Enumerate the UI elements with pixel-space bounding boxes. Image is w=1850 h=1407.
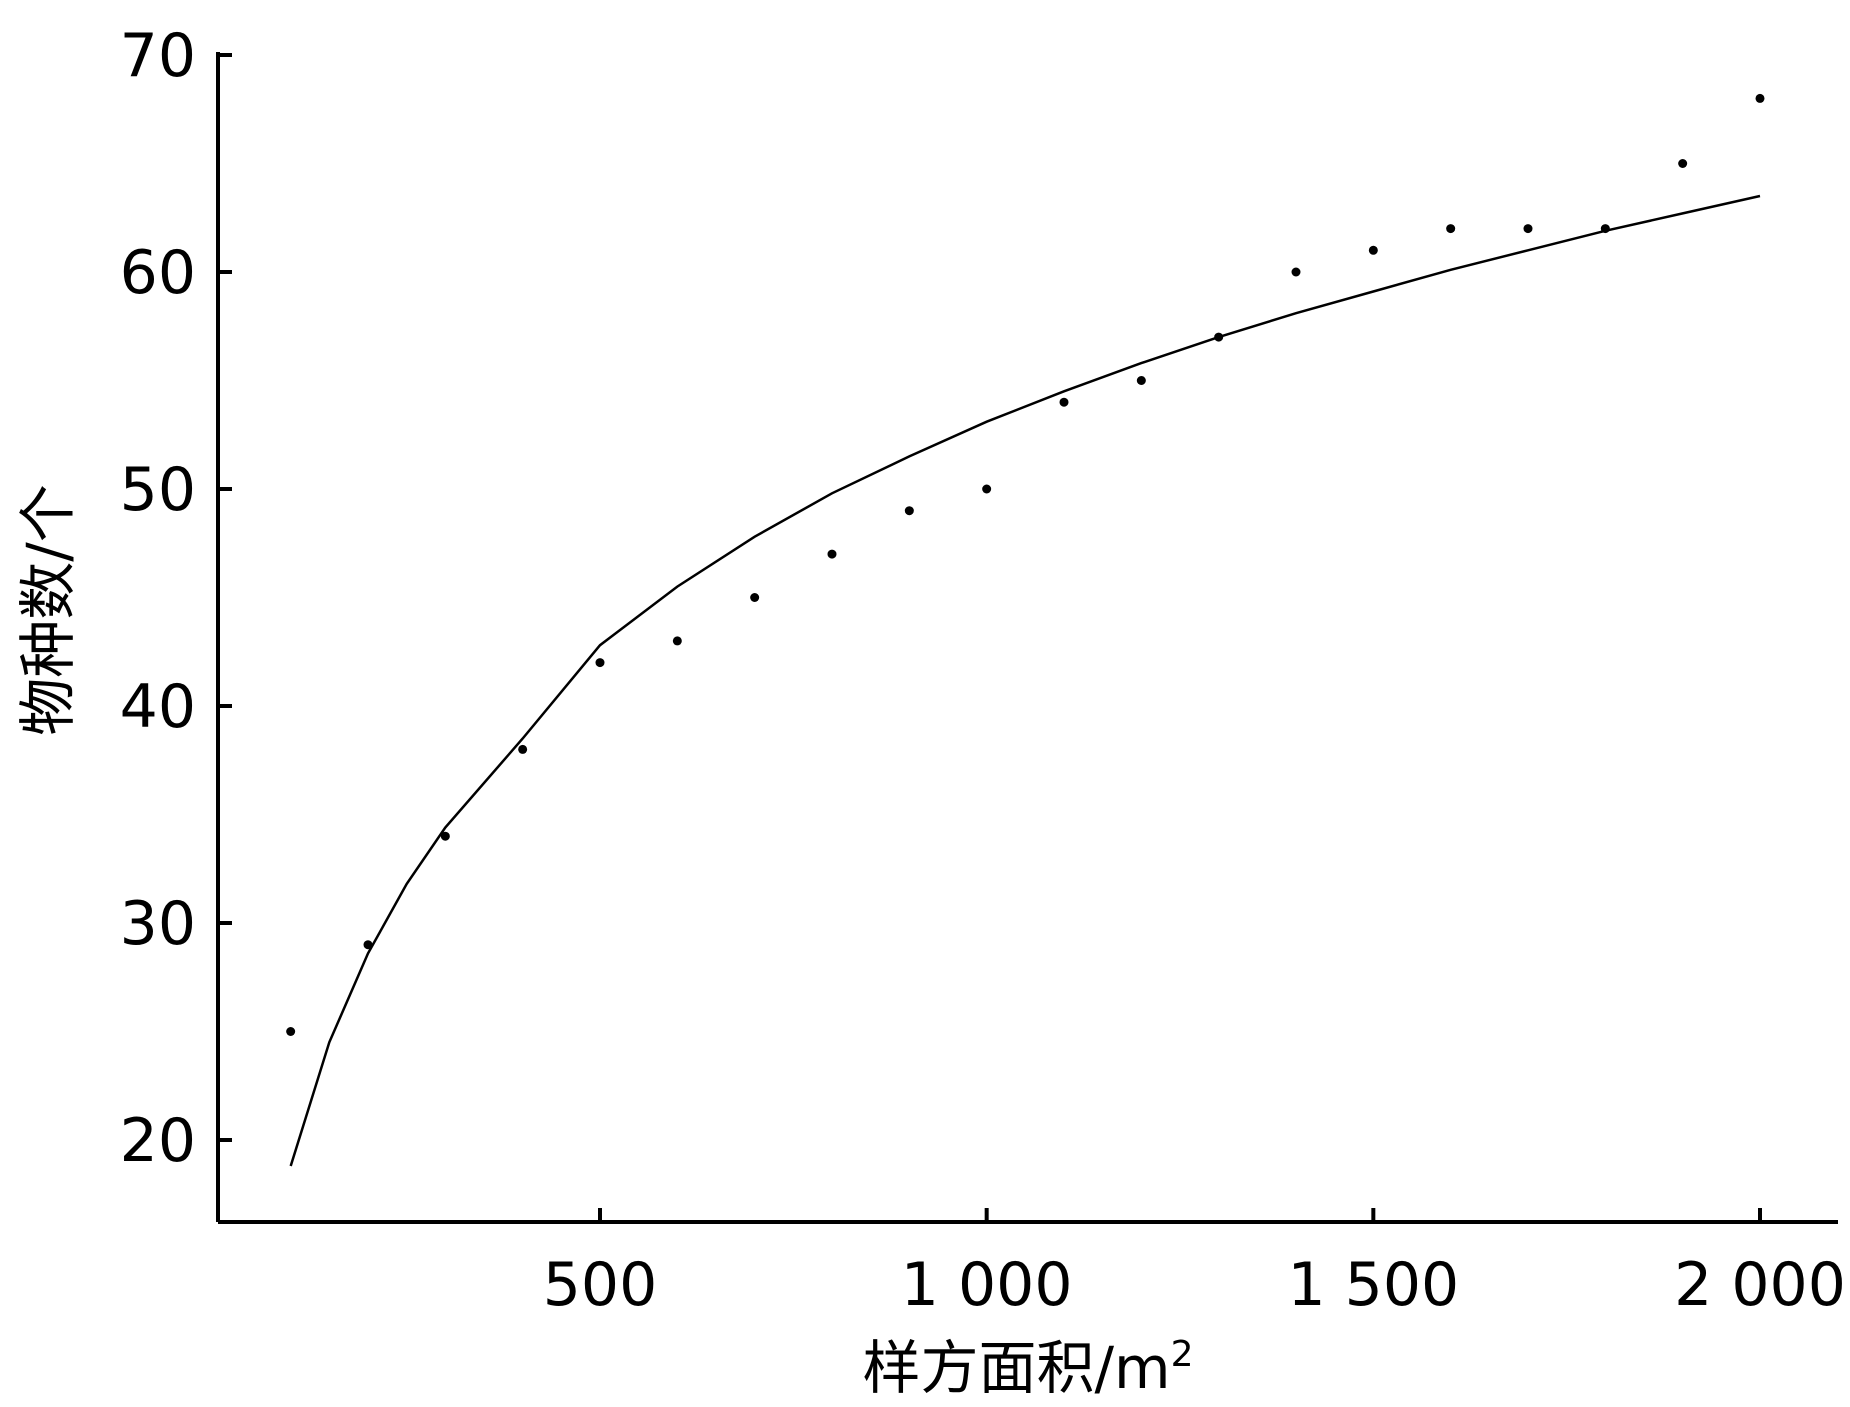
data-point [1600,224,1610,234]
data-point [827,549,837,559]
data-point [286,1027,296,1036]
data-point [982,484,992,494]
plot-area: 20 30 40 50 60 70 500 1 000 1 500 2 000 [120,21,1846,1320]
data-point [1291,267,1301,277]
data-point [1059,397,1069,407]
y-axis-title: 物种数/个 [14,484,82,736]
data-point [1755,93,1765,103]
y-tick-label: 20 [120,1106,196,1176]
x-tick-label: 1 000 [901,1250,1073,1320]
data-point [1136,376,1146,385]
data-point [1678,159,1688,168]
y-axis-ticks: 20 30 40 50 60 70 [120,21,232,1176]
data-point [1446,224,1456,234]
x-tick-label: 1 500 [1287,1250,1459,1320]
x-axis-title-superscript: 2 [1171,1334,1194,1375]
data-point [440,831,450,841]
data-point [1214,332,1224,342]
x-axis-ticks: 500 1 000 1 500 2 000 [543,1208,1846,1320]
data-points [286,93,1765,1036]
data-point [904,506,914,516]
data-point [1523,224,1533,234]
data-point [672,636,682,646]
data-point [363,940,373,950]
x-axis-title: 样方面积/m2 [863,1334,1194,1402]
y-tick-label: 60 [120,238,196,308]
data-point [518,744,528,754]
x-tick-label: 500 [543,1250,658,1320]
fitted-curve [289,194,1761,1167]
y-tick-label: 30 [120,889,196,959]
y-tick-label: 70 [120,21,196,91]
data-point [595,658,605,668]
y-tick-label: 50 [120,455,196,525]
y-tick-label: 40 [120,672,196,742]
x-tick-label: 2 000 [1674,1250,1846,1320]
data-point [750,593,760,602]
data-point [1368,245,1378,255]
x-axis-title-text: 样方面积/m [863,1334,1171,1402]
